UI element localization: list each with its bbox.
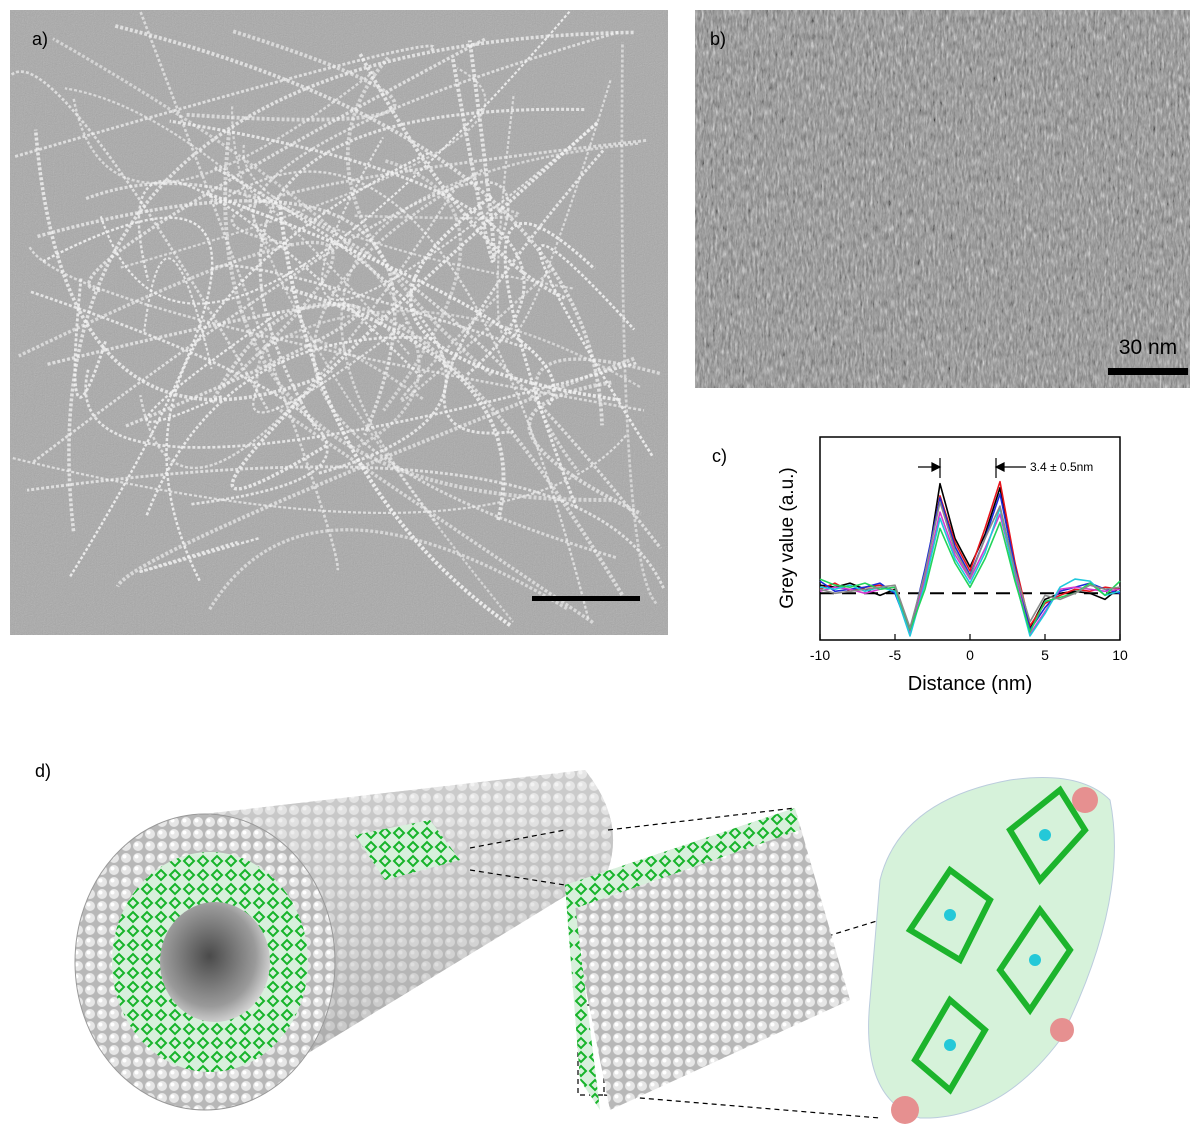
nanotube-channel bbox=[160, 902, 270, 1022]
x-tick-label: -5 bbox=[889, 647, 902, 663]
scale-bar-label: 30 nm bbox=[1119, 336, 1177, 359]
series-line bbox=[820, 508, 1120, 636]
series-line bbox=[820, 482, 1120, 630]
x-tick-label: -10 bbox=[810, 647, 830, 663]
x-tick-label: 10 bbox=[1112, 647, 1128, 663]
series-line bbox=[820, 502, 1120, 628]
x-tick-label: 5 bbox=[1041, 647, 1049, 663]
x-tick-label: 0 bbox=[966, 647, 974, 663]
scale-bar bbox=[532, 596, 640, 601]
y-axis-label: Grey value (a.u.) bbox=[777, 467, 798, 609]
scale-bar bbox=[1108, 368, 1188, 375]
panel-d: d) bbox=[35, 761, 1114, 1124]
panel-c: c) Distance (nm) Grey value (a.u.) 3.4 ±… bbox=[712, 437, 1128, 695]
molecular-model bbox=[869, 778, 1115, 1119]
panel-label: a) bbox=[32, 29, 48, 49]
series-line bbox=[820, 484, 1120, 632]
panel-b: 30 nm b) bbox=[695, 10, 1190, 388]
series-line bbox=[820, 494, 1120, 632]
panel-label: d) bbox=[35, 761, 51, 781]
figure: a) 30 nm b) c) Distance (nm) Grey value … bbox=[0, 0, 1192, 1124]
micrograph-noise bbox=[695, 10, 1190, 388]
annotation-arrows bbox=[918, 458, 1026, 478]
panel-label: b) bbox=[710, 29, 726, 49]
panel-label: c) bbox=[712, 446, 727, 466]
annotation: 3.4 ± 0.5nm bbox=[1030, 460, 1093, 474]
panel-a: a) bbox=[10, 10, 668, 635]
x-axis-label: Distance (nm) bbox=[908, 673, 1032, 695]
